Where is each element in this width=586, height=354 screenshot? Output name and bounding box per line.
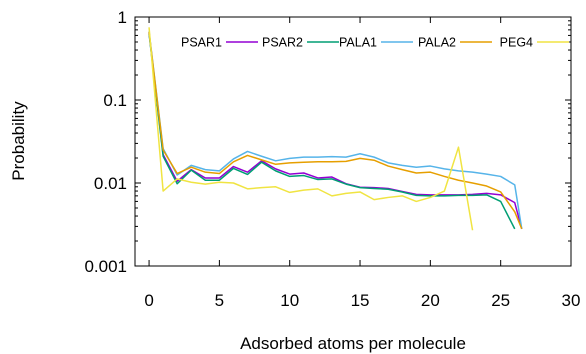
- y-tick-label: 0.1: [103, 91, 127, 110]
- legend-label-pala1: PALA1: [339, 36, 377, 50]
- legend-label-pala2: PALA2: [418, 36, 456, 50]
- series-line-pala1: [148, 31, 523, 230]
- x-axis-label: Adsorbed atoms per molecule: [240, 334, 466, 353]
- y-tick-label: 0.001: [84, 257, 127, 276]
- x-tick-label: 10: [280, 291, 299, 310]
- tick-layer: 0 5 10 15 20 25 30 0.001 0.01 0.1 1: [84, 8, 580, 310]
- y-axis-label: Probability: [9, 101, 28, 181]
- series-line-pala2: [148, 31, 523, 230]
- legend-label-psar2: PSAR2: [262, 36, 303, 50]
- legend-label-psar1: PSAR1: [181, 36, 222, 50]
- series-layer: [148, 27, 523, 231]
- series-line-psar2: [148, 33, 516, 230]
- series-line-peg4: [148, 27, 474, 231]
- x-tick-label: 20: [421, 291, 440, 310]
- x-tick-label: 5: [215, 291, 224, 310]
- series-line-psar1: [148, 32, 523, 230]
- y-tick-label: 0.01: [94, 174, 127, 193]
- legend-label-peg4: PEG4: [500, 36, 533, 50]
- legend: PSAR1 PSAR2 PALA1 PALA2 PEG4: [181, 36, 569, 50]
- x-tick-label: 30: [562, 291, 581, 310]
- y-tick-label: 1: [118, 8, 127, 27]
- x-tick-label: 25: [491, 291, 510, 310]
- x-tick-label: 15: [351, 291, 370, 310]
- x-tick-label: 0: [144, 291, 153, 310]
- plot-frame: [134, 16, 572, 267]
